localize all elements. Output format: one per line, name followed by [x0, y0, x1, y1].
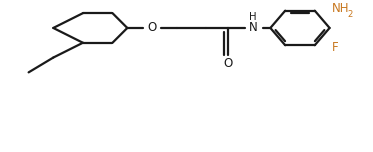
Text: N: N [249, 21, 257, 35]
Text: O: O [224, 57, 233, 70]
Text: F: F [332, 41, 339, 54]
Text: O: O [147, 21, 157, 35]
Text: H: H [250, 12, 257, 22]
Text: 2: 2 [348, 10, 353, 19]
Text: NH: NH [332, 2, 350, 15]
